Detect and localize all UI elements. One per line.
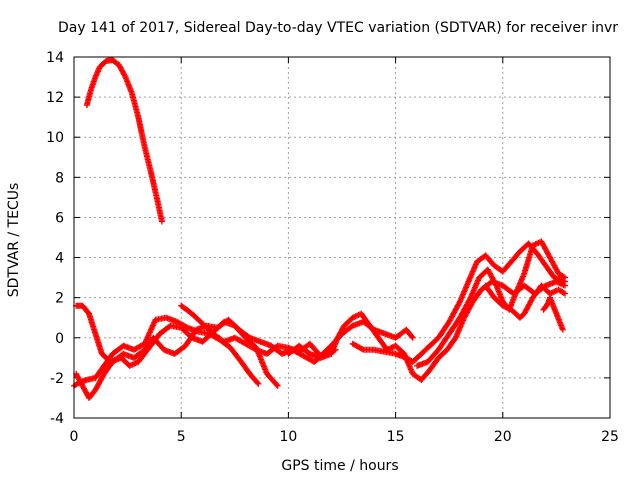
data-point-marker bbox=[255, 380, 262, 387]
data-point-marker bbox=[466, 296, 473, 303]
satellite-arc-1 bbox=[83, 57, 165, 225]
x-axis-label: GPS time / hours bbox=[281, 458, 398, 474]
y-tick-label: 8 bbox=[55, 170, 64, 186]
data-point-marker bbox=[274, 382, 281, 389]
plot-frame bbox=[73, 56, 611, 419]
data-point-marker bbox=[254, 379, 261, 386]
data-point-marker bbox=[492, 281, 499, 288]
grid bbox=[74, 57, 610, 418]
data-point-marker bbox=[409, 334, 416, 341]
x-tick-label: 5 bbox=[177, 429, 186, 445]
data-point-marker bbox=[183, 323, 190, 330]
satellite-arc-9 bbox=[482, 282, 568, 321]
y-tick-label: 12 bbox=[46, 90, 64, 106]
x-tick-label: 20 bbox=[494, 429, 512, 445]
x-tick-label: 15 bbox=[387, 429, 405, 445]
satellite-arc-7 bbox=[349, 240, 568, 365]
y-tick-label: 4 bbox=[55, 251, 64, 267]
x-tick-label: 0 bbox=[70, 429, 79, 445]
data-point-marker bbox=[121, 72, 128, 79]
satellite-arc-10 bbox=[540, 294, 566, 333]
data-point-marker bbox=[158, 218, 165, 225]
y-axis-label: SDTVAR / TECUs bbox=[6, 183, 22, 298]
satellite-arc-6 bbox=[285, 278, 568, 383]
y-tick-label: 2 bbox=[55, 291, 64, 307]
data-point-marker bbox=[273, 381, 280, 388]
y-tick-label: 14 bbox=[46, 50, 64, 66]
x-tick-label: 10 bbox=[279, 429, 297, 445]
y-tick-label: 10 bbox=[46, 130, 64, 146]
chart-title: Day 141 of 2017, Sidereal Day-to-day VTE… bbox=[58, 20, 618, 36]
y-tick-label: 6 bbox=[55, 210, 64, 226]
data-point-marker bbox=[359, 346, 366, 353]
satellite-arc-8 bbox=[414, 238, 568, 369]
y-tick-label: 0 bbox=[55, 331, 64, 347]
y-tick-label: -4 bbox=[50, 411, 64, 427]
data-points bbox=[71, 57, 568, 401]
data-point-marker bbox=[560, 289, 567, 296]
data-point-marker bbox=[561, 274, 568, 281]
data-point-marker bbox=[560, 273, 567, 280]
data-point-marker bbox=[251, 346, 258, 353]
y-tick-label: -2 bbox=[50, 371, 64, 387]
data-point-marker bbox=[408, 333, 415, 340]
data-point-marker bbox=[456, 300, 463, 307]
data-point-marker bbox=[559, 326, 566, 333]
x-tick-label: 25 bbox=[601, 429, 619, 445]
data-point-marker bbox=[561, 290, 568, 297]
